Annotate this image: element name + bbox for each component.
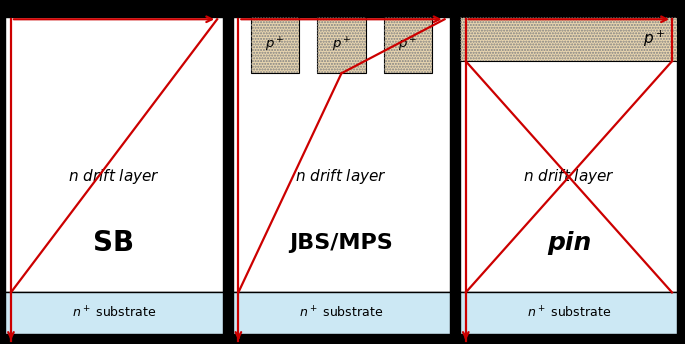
Bar [233,17,450,292]
Bar [251,17,299,73]
Text: $p^+$: $p^+$ [398,36,418,54]
Text: $p^+$: $p^+$ [332,36,351,54]
Bar [460,334,677,344]
Bar [317,17,366,73]
Bar [460,17,677,61]
Text: $p^+$: $p^+$ [265,36,285,54]
Bar [233,0,450,17]
Bar [460,292,677,334]
Bar [384,17,432,73]
Bar [317,17,366,73]
Bar [384,17,432,73]
Bar [5,334,223,344]
Text: $n$ drift layer: $n$ drift layer [523,167,615,186]
Bar [251,17,299,73]
Text: JBS/MPS: JBS/MPS [290,233,393,253]
Bar [460,17,677,292]
Bar [233,334,450,344]
Text: $n^+$ substrate: $n^+$ substrate [72,305,156,321]
Bar [460,0,677,17]
Bar [5,0,223,17]
Bar [460,17,677,61]
Text: $n^+$ substrate: $n^+$ substrate [299,305,384,321]
Text: $n^+$ substrate: $n^+$ substrate [527,305,611,321]
Bar [233,292,450,334]
Text: $n$ drift layer: $n$ drift layer [295,167,388,186]
Text: $p^+$: $p^+$ [643,29,665,49]
Text: SB: SB [93,229,135,257]
Bar [5,17,223,292]
Bar [5,292,223,334]
Text: $n$ drift layer: $n$ drift layer [68,167,160,186]
Text: pin: pin [547,231,591,255]
